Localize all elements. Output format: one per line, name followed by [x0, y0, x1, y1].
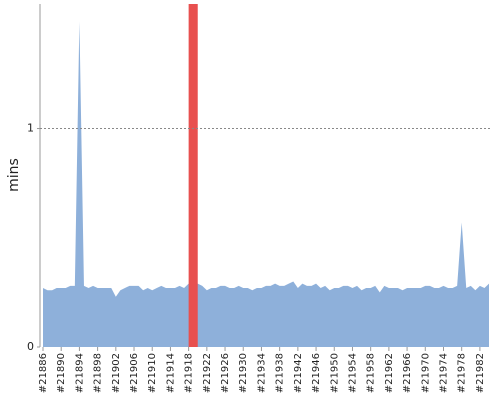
x-tick-label: #21910 — [147, 353, 158, 393]
x-tick-label: #21966 — [402, 353, 413, 393]
x-tick-label: #21962 — [384, 353, 395, 393]
x-tick-label: #21946 — [311, 353, 322, 393]
x-tick-label: #21886 — [38, 353, 49, 393]
x-tick-label: #21942 — [293, 353, 304, 393]
x-tick-label: #21906 — [129, 353, 140, 393]
area — [43, 21, 489, 347]
x-tick-label: #21914 — [165, 353, 176, 393]
y-tick-label: 0 — [27, 340, 34, 353]
x-tick-label: #21890 — [56, 353, 67, 393]
y-tick-label: 1 — [27, 122, 34, 135]
x-tick-label: #21970 — [420, 353, 431, 393]
x-tick-label: #21922 — [202, 353, 213, 393]
x-tick-label: #21926 — [220, 353, 231, 393]
x-tick-label: #21918 — [184, 353, 195, 393]
x-tick-label: #21978 — [457, 353, 468, 393]
failed-build-marker — [188, 4, 198, 347]
x-tick-label: #21950 — [329, 353, 340, 393]
x-tick-label: #21934 — [256, 353, 267, 393]
x-tick-label: #21958 — [366, 353, 377, 393]
x-tick-label: #21974 — [438, 353, 449, 393]
x-tick-label: #21894 — [74, 353, 85, 393]
x-tick-label: #21982 — [475, 353, 486, 393]
x-tick-label: #21898 — [93, 353, 104, 393]
x-tick-label: #21954 — [347, 353, 358, 393]
x-tick-label: #21938 — [275, 353, 286, 393]
y-axis-label: mins — [6, 158, 22, 192]
x-tick-label: #21930 — [238, 353, 249, 393]
x-tick-label: #21902 — [111, 353, 122, 393]
